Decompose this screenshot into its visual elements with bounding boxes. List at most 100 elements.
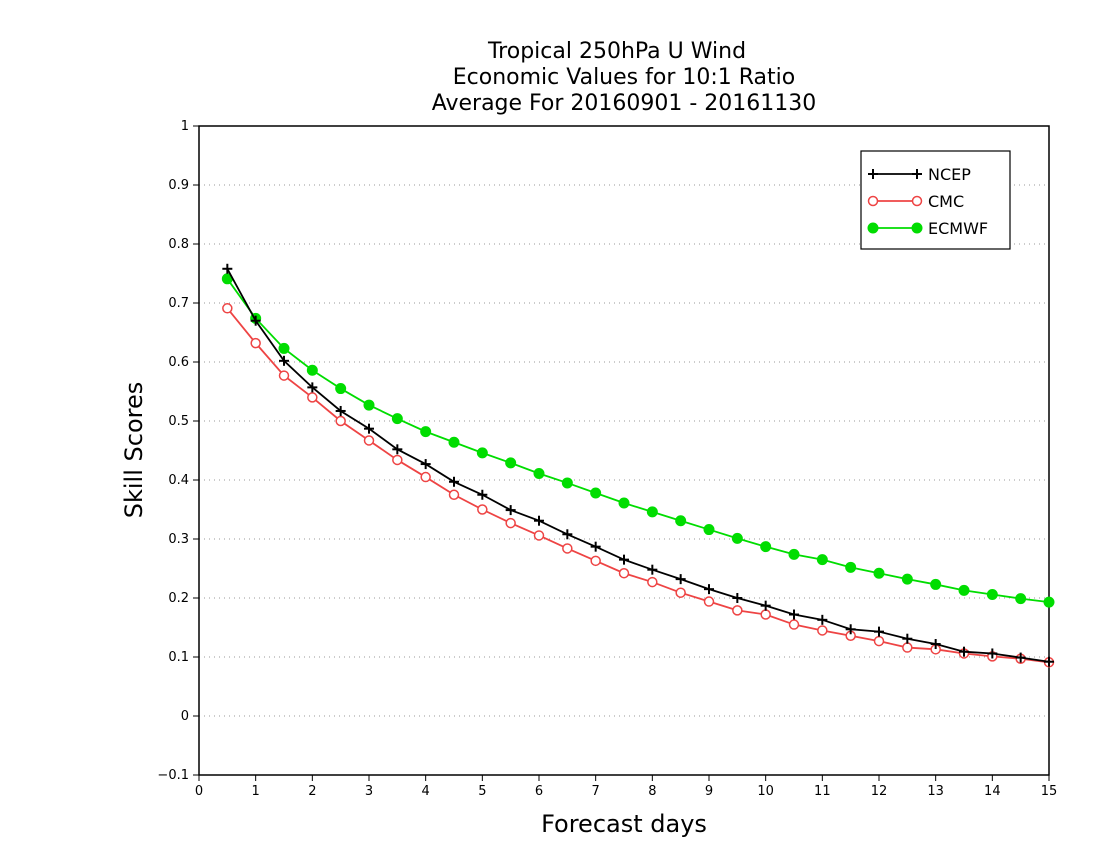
- x-tick-label: 10: [757, 784, 774, 799]
- point-ncep: [959, 646, 969, 657]
- point-ncep: [704, 584, 714, 595]
- y-tick-label: −0.1: [157, 768, 189, 783]
- point-ncep: [675, 574, 686, 585]
- point-ecmwf: [590, 487, 602, 499]
- point-ecmwf: [335, 383, 347, 395]
- y-tick-label: 0.6: [168, 355, 189, 370]
- point-cmc: [760, 609, 771, 620]
- point-ecmwf: [391, 413, 403, 425]
- point-ncep: [760, 600, 771, 611]
- point-ncep: [534, 515, 544, 526]
- point-ncep: [477, 489, 488, 500]
- point-cmc: [222, 303, 233, 314]
- point-ecmwf: [845, 561, 857, 573]
- legend-marker-ecmwf: [911, 222, 923, 234]
- point-cmc: [448, 489, 460, 500]
- x-tick-label: 1: [252, 784, 260, 799]
- point-ecmwf: [986, 588, 998, 600]
- y-axis-label: Skill Scores: [120, 382, 148, 519]
- point-ncep: [222, 263, 233, 274]
- point-ecmwf: [505, 457, 517, 469]
- x-tick-label: 2: [308, 784, 316, 799]
- y-tick-label: 0.9: [168, 178, 189, 193]
- point-cmc: [505, 517, 516, 529]
- point-cmc: [902, 642, 913, 653]
- point-ecmwf: [1043, 596, 1055, 608]
- point-ncep: [1044, 656, 1054, 667]
- series-ncep: [222, 263, 1054, 667]
- point-ncep: [505, 505, 516, 516]
- point-cmc: [307, 392, 318, 403]
- point-ecmwf: [306, 364, 318, 376]
- point-ecmwf: [788, 548, 800, 560]
- title-line-2: Economic Values for 10:1 Ratio: [453, 65, 795, 90]
- x-tick-label: 7: [592, 784, 600, 799]
- point-ncep: [930, 639, 941, 650]
- x-tick-label: 4: [422, 784, 430, 799]
- y-tick-label: 0.1: [168, 650, 189, 665]
- title-line-1: Tropical 250hPa U Wind: [487, 39, 746, 64]
- point-ecmwf: [760, 541, 772, 553]
- point-ncep: [307, 382, 318, 393]
- x-tick-label: 5: [478, 784, 486, 799]
- y-tick-label: 0.2: [168, 591, 189, 606]
- axes: −0.100.10.20.30.40.50.60.70.80.910 1 2 3 4 5 6…: [157, 119, 1057, 799]
- point-ncep: [279, 355, 289, 366]
- x-tick-label: 13: [927, 784, 944, 799]
- point-ncep: [789, 609, 799, 620]
- y-tick-label: 0.8: [168, 237, 189, 252]
- point-ecmwf: [675, 515, 687, 527]
- y-tick-label: 0.4: [168, 473, 189, 488]
- point-cmc: [335, 415, 346, 427]
- series-ecmwf: [221, 273, 1055, 608]
- x-tick-label: 9: [705, 784, 713, 799]
- legend-label-ncep: NCEP: [928, 165, 971, 184]
- point-ncep: [364, 423, 374, 434]
- point-ncep: [987, 648, 998, 659]
- legend: NCEP CMC ECMWF: [860, 150, 1011, 250]
- point-ecmwf: [901, 573, 913, 585]
- point-ecmwf: [816, 554, 828, 566]
- legend-label-ecmwf: ECMWF: [928, 219, 988, 238]
- series-line-ecmwf: [226, 278, 1050, 604]
- point-cmc: [873, 635, 885, 647]
- point-ecmwf: [420, 426, 432, 438]
- y-tick-label: 0.5: [168, 414, 189, 429]
- point-ecmwf: [278, 342, 290, 354]
- point-ncep: [590, 541, 601, 552]
- point-ncep: [335, 405, 346, 416]
- point-cmc: [278, 370, 290, 381]
- legend-marker-ecmwf: [867, 222, 879, 234]
- point-ecmwf: [561, 477, 573, 489]
- legend-marker-cmc: [867, 195, 879, 207]
- legend-label-cmc: CMC: [928, 192, 964, 211]
- point-ecmwf: [958, 584, 970, 596]
- x-tick-label: 0: [195, 784, 203, 799]
- y-tick-label: 0.7: [168, 296, 189, 311]
- series-line-cmc: [226, 307, 1050, 664]
- point-ecmwf: [873, 567, 885, 579]
- x-tick-label: 15: [1041, 784, 1058, 799]
- chart-title: Tropical 250hPa U Wind Economic Values f…: [432, 39, 817, 116]
- title-line-3: Average For 20160901 - 20161130: [432, 91, 817, 116]
- point-ecmwf: [930, 578, 942, 590]
- point-ncep: [845, 624, 856, 635]
- y-tick-label: 1: [181, 119, 189, 134]
- point-cmc: [788, 619, 800, 630]
- point-ncep: [817, 614, 828, 625]
- y-tick-label: 0.3: [168, 532, 189, 547]
- point-cmc: [732, 605, 743, 616]
- series-line-ncep: [226, 268, 1050, 663]
- y-tick-label: 0: [181, 709, 189, 724]
- point-cmc: [817, 625, 828, 636]
- point-cmc: [363, 435, 375, 446]
- x-tick-label: 8: [648, 784, 656, 799]
- x-tick-label: 11: [814, 784, 831, 799]
- point-ecmwf: [731, 532, 743, 544]
- point-ecmwf: [618, 497, 630, 509]
- legend-entry-cmc: CMC: [867, 192, 964, 211]
- legend-marker-ncep: [868, 169, 878, 179]
- point-ncep: [420, 459, 431, 470]
- legend-box: [860, 150, 1011, 250]
